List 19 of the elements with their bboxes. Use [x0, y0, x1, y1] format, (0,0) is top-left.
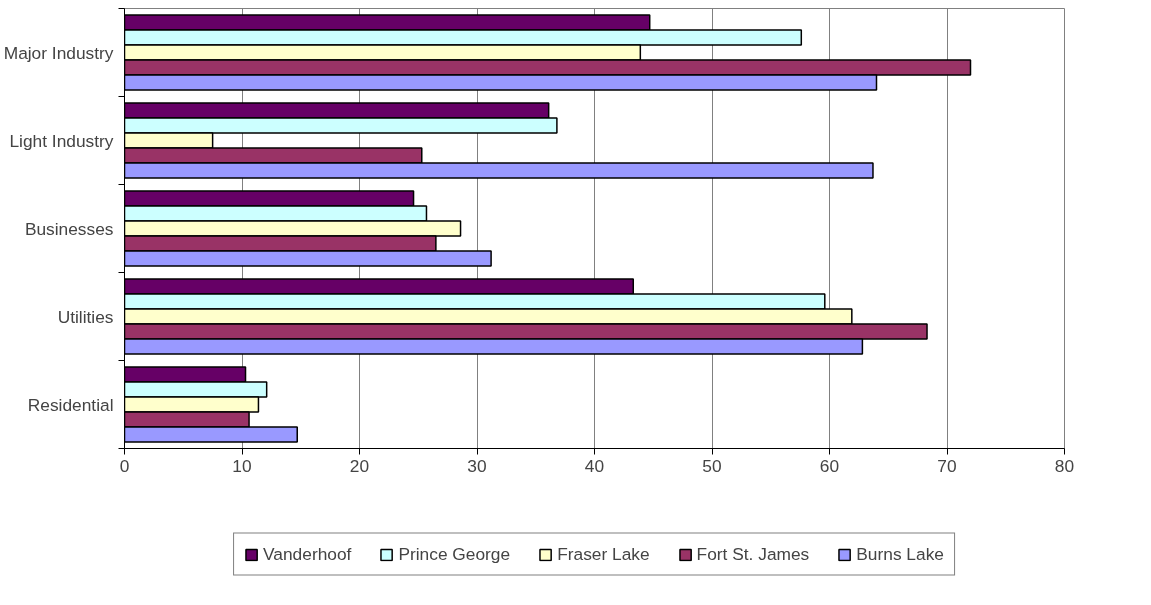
x-tick-label: 10	[232, 455, 252, 476]
y-tick-label: Major Industry	[3, 42, 114, 63]
x-tick-label: 70	[937, 455, 957, 476]
x-tick-label: 20	[349, 455, 370, 476]
x-tick-label: 50	[702, 455, 722, 476]
legend-label: Burns Lake	[856, 543, 944, 565]
legend-label: Fraser Lake	[557, 543, 650, 565]
legend-label: Vanderhoof	[263, 543, 352, 565]
y-tick-label: Residential	[27, 394, 114, 415]
x-tick-label: 0	[119, 455, 130, 476]
y-tick-label: Light Industry	[9, 130, 114, 151]
y-tick-label: Utilities	[57, 306, 114, 327]
y-tick-label: Businesses	[24, 218, 114, 239]
legend-label: Fort St. James	[696, 543, 810, 565]
legend-label: Prince George	[398, 543, 511, 565]
x-tick-label: 30	[467, 455, 487, 476]
x-tick-label: 80	[1054, 455, 1075, 476]
x-tick-label: 40	[584, 455, 605, 476]
x-tick-label: 60	[819, 455, 840, 476]
